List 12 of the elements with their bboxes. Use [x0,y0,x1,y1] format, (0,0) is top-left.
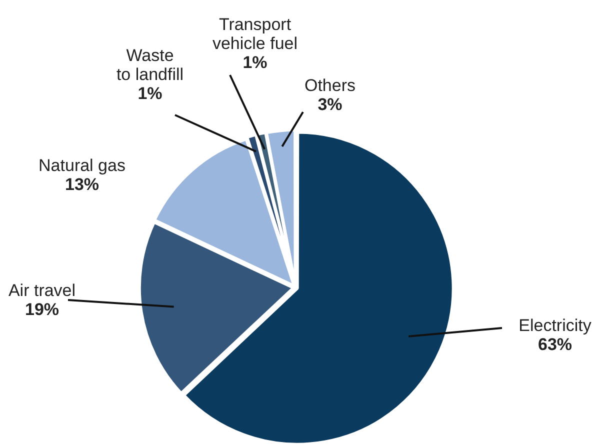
data-label: 19% [24,300,60,320]
slice-label: Natural gas [38,156,126,176]
data-label: 13% [64,175,100,194]
slice-label: Transport vehicle fuel [212,15,298,54]
slice-label: Air travel [8,281,76,300]
slice-label: Others [304,76,356,96]
data-label: 1% [242,53,268,72]
slice-label: Electricity [518,316,592,336]
data-label: 63% [538,335,572,354]
data-label: 1% [138,84,162,104]
slice-label: Waste to landfill [116,46,184,84]
data-label: 3% [318,95,342,114]
